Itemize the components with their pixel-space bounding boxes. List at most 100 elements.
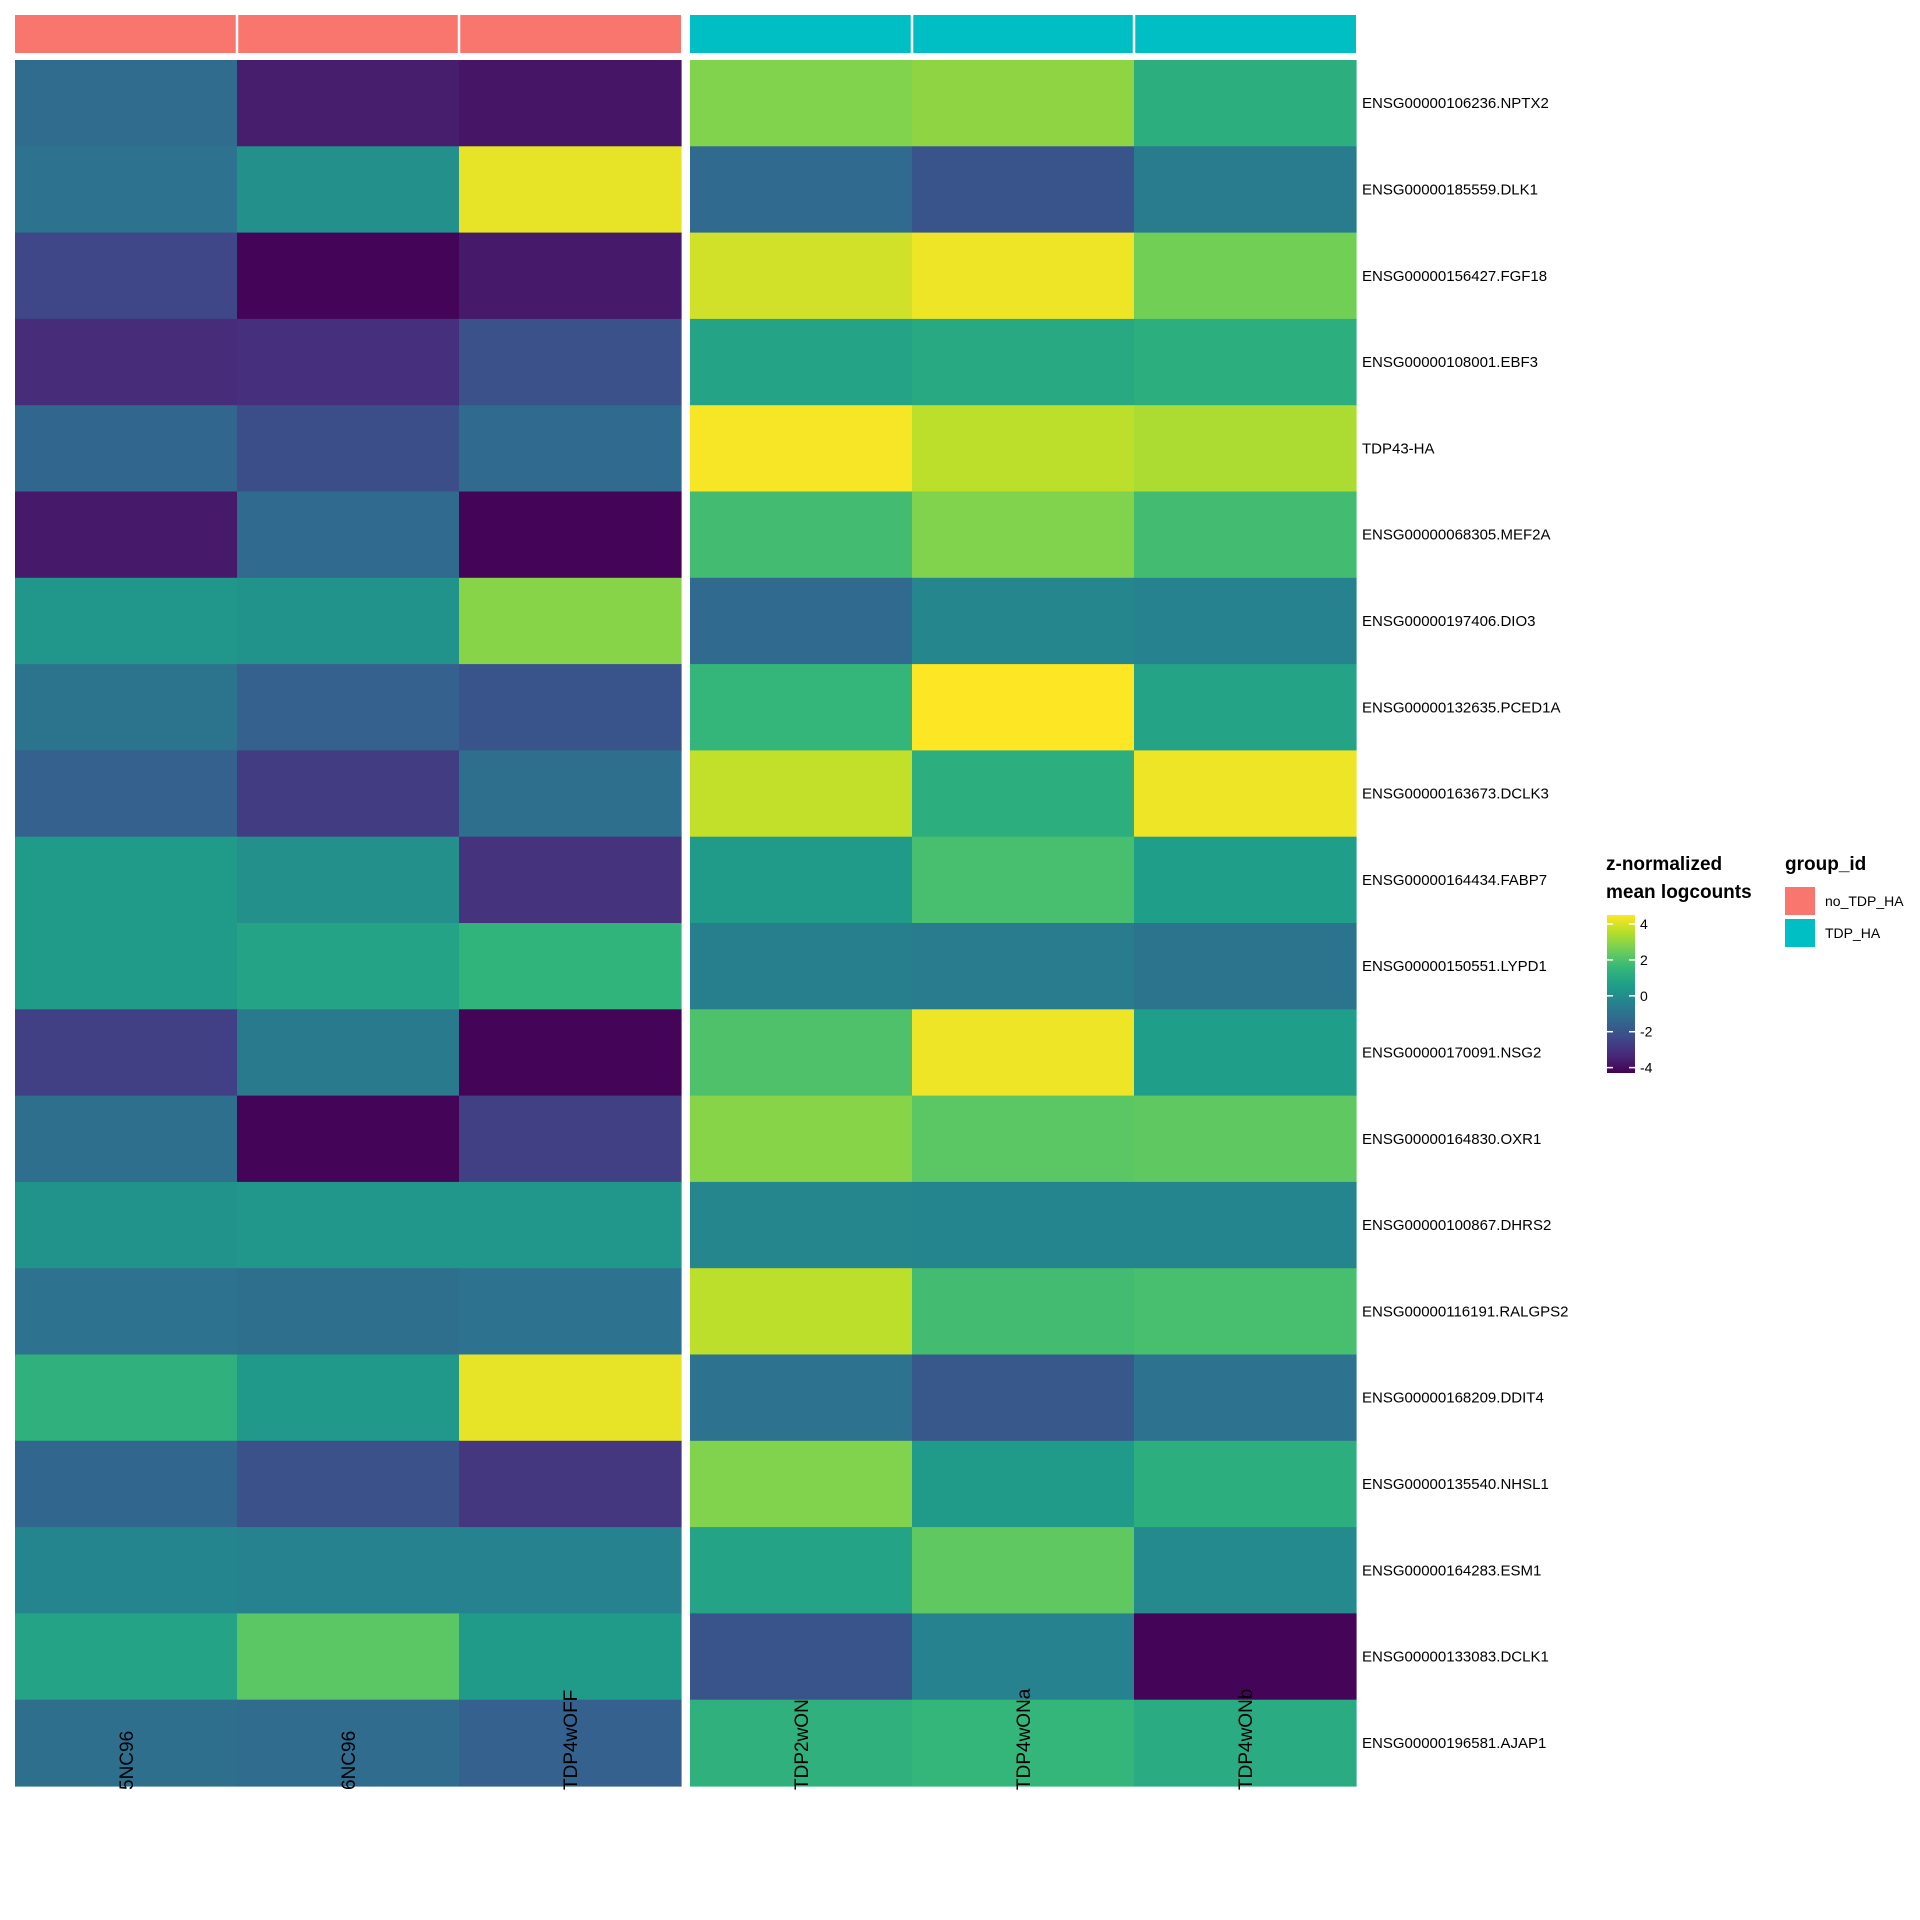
heatmap-cell-ensg00000170091-nsg2-tdp2won xyxy=(690,1009,913,1097)
row-label-ensg00000197406-dio3: ENSG00000197406.DIO3 xyxy=(1362,613,1535,630)
heatmap-cell-ensg00000164830-oxr1-tdp2won xyxy=(690,1095,913,1183)
heatmap-cell-ensg00000164283-esm1-5nc96 xyxy=(15,1527,238,1614)
column-label-tdp4wonb: TDP4wONb xyxy=(1236,1689,1257,1790)
heatmap-cell-ensg00000116191-ralgps2-tdp4wonb xyxy=(1134,1268,1357,1356)
group-legend: group_id no_TDP_HA TDP_HA xyxy=(1785,854,1904,947)
column-labels: 5NC96 6NC96 TDP4wOFF TDP2wON TDP4wONa TDP4wON… xyxy=(117,1688,1257,1790)
heatmap-cell-ensg00000197406-dio3-5nc96 xyxy=(15,577,238,665)
heatmap-cell-ensg00000133083-dclk1-6nc96 xyxy=(237,1613,460,1701)
heatmap-cell-ensg00000170091-nsg2-6nc96 xyxy=(237,1009,460,1097)
heatmap-cell-ensg00000164434-fabp7-5nc96 xyxy=(15,836,238,924)
heatmap-cell-ensg00000164830-oxr1-6nc96 xyxy=(237,1095,460,1183)
row-label-ensg00000196581-ajap1: ENSG00000196581.AJAP1 xyxy=(1362,1735,1546,1752)
heatmap-cell-ensg00000185559-dlk1-6nc96 xyxy=(237,146,460,234)
row-label-ensg00000164434-fabp7: ENSG00000164434.FABP7 xyxy=(1362,872,1547,889)
row-label-ensg00000185559-dlk1: ENSG00000185559.DLK1 xyxy=(1362,181,1538,198)
heatmap-cell-ensg00000106236-nptx2-tdp4wonb xyxy=(1134,60,1357,147)
heatmap-cell-ensg00000196581-ajap1-6nc96 xyxy=(237,1699,460,1787)
group-swatch-no-tdp-ha xyxy=(1785,887,1815,915)
colorbar-title-line2: mean logcounts xyxy=(1606,882,1752,903)
row-label-ensg00000156427-fgf18: ENSG00000156427.FGF18 xyxy=(1362,268,1547,285)
heatmap-cell-ensg00000196581-ajap1-tdp4wonb xyxy=(1134,1699,1357,1787)
heatmap-cell-ensg00000100867-dhrs2-tdp2won xyxy=(690,1181,913,1269)
heatmap-cell-ensg00000164434-fabp7-6nc96 xyxy=(237,836,460,924)
heatmap-cell-tdp43-ha-tdp4woff xyxy=(459,405,682,493)
heatmap-cell-ensg00000116191-ralgps2-tdp4wona xyxy=(912,1268,1135,1356)
heatmap-cell-ensg00000150551-lypd1-6nc96 xyxy=(237,923,460,1010)
group-label-tdp-ha: TDP_HA xyxy=(1825,925,1881,941)
group-label-no-tdp-ha: no_TDP_HA xyxy=(1825,893,1904,909)
heatmap-cell-ensg00000164283-esm1-6nc96 xyxy=(237,1527,460,1614)
heatmap-cell-ensg00000164830-oxr1-tdp4wona xyxy=(912,1095,1135,1183)
heatmap-cell-ensg00000133083-dclk1-tdp2won xyxy=(690,1613,913,1701)
heatmap-cell-ensg00000133083-dclk1-tdp4woff xyxy=(459,1613,682,1701)
heatmap-cell-ensg00000135540-nhsl1-6nc96 xyxy=(237,1440,460,1528)
row-label-ensg00000132635-pced1a: ENSG00000132635.PCED1A xyxy=(1362,699,1560,716)
heatmap-cell-ensg00000132635-pced1a-tdp4wonb xyxy=(1134,664,1357,751)
heatmap-cell-tdp43-ha-tdp4wonb xyxy=(1134,405,1357,493)
heatmap-cell-ensg00000163673-dclk3-tdp4wona xyxy=(912,750,1135,838)
heatmap-cell-ensg00000150551-lypd1-tdp4wona xyxy=(912,923,1135,1010)
annotation-cell-tdp4woff xyxy=(459,15,681,53)
heatmap-cell-ensg00000185559-dlk1-tdp4wonb xyxy=(1134,146,1357,234)
heatmap-cell-ensg00000156427-fgf18-tdp4woff xyxy=(459,232,682,320)
row-label-ensg00000068305-mef2a: ENSG00000068305.MEF2A xyxy=(1362,527,1550,544)
heatmap-cell-ensg00000106236-nptx2-tdp4wona xyxy=(912,60,1135,147)
heatmap-cell-ensg00000196581-ajap1-5nc96 xyxy=(15,1699,238,1787)
colorbar-tick-label: -4 xyxy=(1640,1060,1653,1076)
heatmap-cell-ensg00000106236-nptx2-tdp4woff xyxy=(459,60,682,147)
column-label-tdp4wona: TDP4wONa xyxy=(1014,1688,1035,1790)
heatmap-cell-ensg00000135540-nhsl1-tdp4woff xyxy=(459,1440,682,1528)
heatmap-cell-ensg00000196581-ajap1-tdp4wona xyxy=(912,1699,1135,1787)
heatmap-cell-ensg00000156427-fgf18-6nc96 xyxy=(237,232,460,320)
heatmap-cell-ensg00000135540-nhsl1-5nc96 xyxy=(15,1440,238,1528)
heatmap-cell-ensg00000168209-ddit4-5nc96 xyxy=(15,1354,238,1442)
heatmap-cell-ensg00000185559-dlk1-tdp4woff xyxy=(459,146,682,234)
heatmap-cell-ensg00000135540-nhsl1-tdp4wona xyxy=(912,1440,1135,1528)
group-swatch-tdp-ha xyxy=(1785,919,1815,947)
heatmap-cell-ensg00000068305-mef2a-tdp4woff xyxy=(459,491,682,579)
annotation-cell-tdp2won xyxy=(690,15,912,53)
heatmap-cell-tdp43-ha-6nc96 xyxy=(237,405,460,493)
heatmap-cell-ensg00000100867-dhrs2-tdp4woff xyxy=(459,1181,682,1269)
heatmap-cell-ensg00000197406-dio3-tdp4wona xyxy=(912,577,1135,665)
heatmap-cell-ensg00000164830-oxr1-5nc96 xyxy=(15,1095,238,1183)
row-label-ensg00000164830-oxr1: ENSG00000164830.OXR1 xyxy=(1362,1131,1541,1148)
row-label-ensg00000150551-lypd1: ENSG00000150551.LYPD1 xyxy=(1362,958,1547,975)
heatmap-cell-ensg00000150551-lypd1-tdp4wonb xyxy=(1134,923,1357,1010)
heatmap-cell-ensg00000170091-nsg2-tdp4wona xyxy=(912,1009,1135,1097)
heatmap-cell-ensg00000164283-esm1-tdp2won xyxy=(690,1527,913,1614)
heatmap-cell-ensg00000108001-ebf3-tdp2won xyxy=(690,318,913,406)
heatmap-cell-ensg00000170091-nsg2-tdp4wonb xyxy=(1134,1009,1357,1097)
heatmap-cell-ensg00000068305-mef2a-tdp2won xyxy=(690,491,913,579)
heatmap-cell-ensg00000108001-ebf3-tdp4wona xyxy=(912,318,1135,406)
heatmap-cell-ensg00000196581-ajap1-tdp4woff xyxy=(459,1699,682,1787)
heatmap-cell-ensg00000132635-pced1a-tdp4wona xyxy=(912,664,1135,751)
heatmap-cell-ensg00000168209-ddit4-6nc96 xyxy=(237,1354,460,1442)
colorbar-gradient xyxy=(1607,915,1635,1073)
group-legend-title: group_id xyxy=(1785,854,1866,875)
heatmap-cell-ensg00000150551-lypd1-tdp4woff xyxy=(459,923,682,1010)
column-label-tdp2won: TDP2wON xyxy=(792,1699,813,1790)
colorbar-tick-label: 0 xyxy=(1640,988,1648,1004)
heatmap-cell-ensg00000116191-ralgps2-5nc96 xyxy=(15,1268,238,1356)
heatmap-cell-ensg00000164283-esm1-tdp4woff xyxy=(459,1527,682,1614)
row-label-ensg00000116191-ralgps2: ENSG00000116191.RALGPS2 xyxy=(1362,1303,1569,1320)
row-label-tdp43-ha: TDP43-HA xyxy=(1362,440,1435,457)
heatmap-cell-ensg00000100867-dhrs2-5nc96 xyxy=(15,1181,238,1269)
heatmap-cell-ensg00000106236-nptx2-6nc96 xyxy=(237,60,460,147)
heatmap-cells xyxy=(15,60,1357,1787)
heatmap-cell-ensg00000100867-dhrs2-tdp4wonb xyxy=(1134,1181,1357,1269)
heatmap-cell-ensg00000196581-ajap1-tdp2won xyxy=(690,1699,913,1787)
row-label-ensg00000133083-dclk1: ENSG00000133083.DCLK1 xyxy=(1362,1649,1549,1666)
column-label-5nc96: 5NC96 xyxy=(117,1731,138,1790)
heatmap-cell-ensg00000168209-ddit4-tdp2won xyxy=(690,1354,913,1442)
heatmap-cell-ensg00000132635-pced1a-tdp4woff xyxy=(459,664,682,751)
heatmap-cell-ensg00000164830-oxr1-tdp4wonb xyxy=(1134,1095,1357,1183)
colorbar-tick-label: 4 xyxy=(1640,916,1648,932)
heatmap-cell-ensg00000170091-nsg2-5nc96 xyxy=(15,1009,238,1097)
heatmap-cell-ensg00000168209-ddit4-tdp4wona xyxy=(912,1354,1135,1442)
heatmap-cell-ensg00000163673-dclk3-tdp2won xyxy=(690,750,913,838)
annotation-cell-tdp4wona xyxy=(912,15,1134,53)
heatmap-cell-ensg00000108001-ebf3-6nc96 xyxy=(237,318,460,406)
